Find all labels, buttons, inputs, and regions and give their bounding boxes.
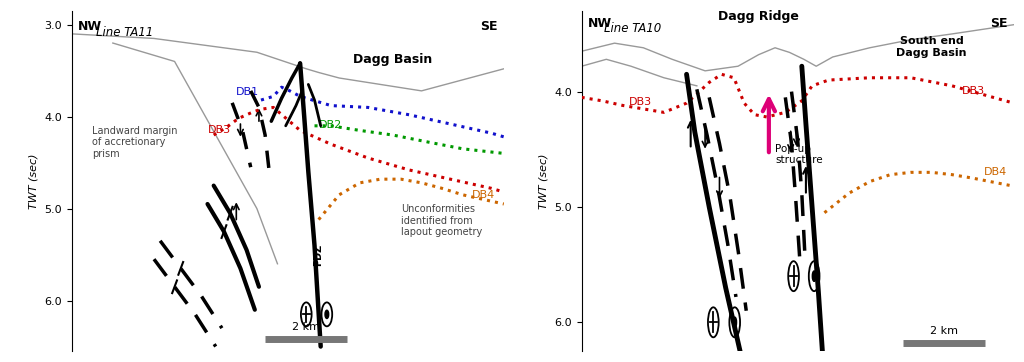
Text: NW: NW — [588, 17, 612, 30]
Text: PDZ: PDZ — [312, 244, 323, 266]
Text: SE: SE — [480, 20, 498, 33]
Text: DB4: DB4 — [472, 190, 496, 199]
Text: SE: SE — [990, 17, 1008, 30]
Text: DB2: DB2 — [318, 120, 342, 130]
Text: DB1: DB1 — [236, 87, 259, 97]
Text: Line TA11: Line TA11 — [96, 26, 154, 39]
Circle shape — [733, 317, 736, 328]
Text: NW: NW — [78, 20, 102, 33]
Text: 2 km: 2 km — [292, 322, 321, 332]
Text: South end
Dagg Basin: South end Dagg Basin — [896, 36, 967, 58]
Y-axis label: TWT (sec): TWT (sec) — [29, 153, 39, 209]
Text: Dagg Basin: Dagg Basin — [353, 53, 432, 66]
Text: Pop-up
structure: Pop-up structure — [775, 143, 822, 165]
Text: Dagg Ridge: Dagg Ridge — [718, 10, 799, 23]
Text: DB3: DB3 — [208, 125, 230, 135]
Text: DB3: DB3 — [629, 97, 652, 108]
Circle shape — [325, 310, 329, 319]
Text: DB3: DB3 — [962, 86, 985, 96]
Circle shape — [812, 271, 816, 281]
Text: 2 km: 2 km — [930, 326, 957, 336]
Text: DB4: DB4 — [984, 167, 1008, 177]
Text: Line TA10: Line TA10 — [604, 22, 662, 35]
Text: Landward margin
of accretionary
prism: Landward margin of accretionary prism — [92, 126, 178, 159]
Text: Unconformities
identified from
lapout geometry: Unconformities identified from lapout ge… — [401, 204, 482, 237]
Y-axis label: TWT (sec): TWT (sec) — [539, 153, 549, 209]
